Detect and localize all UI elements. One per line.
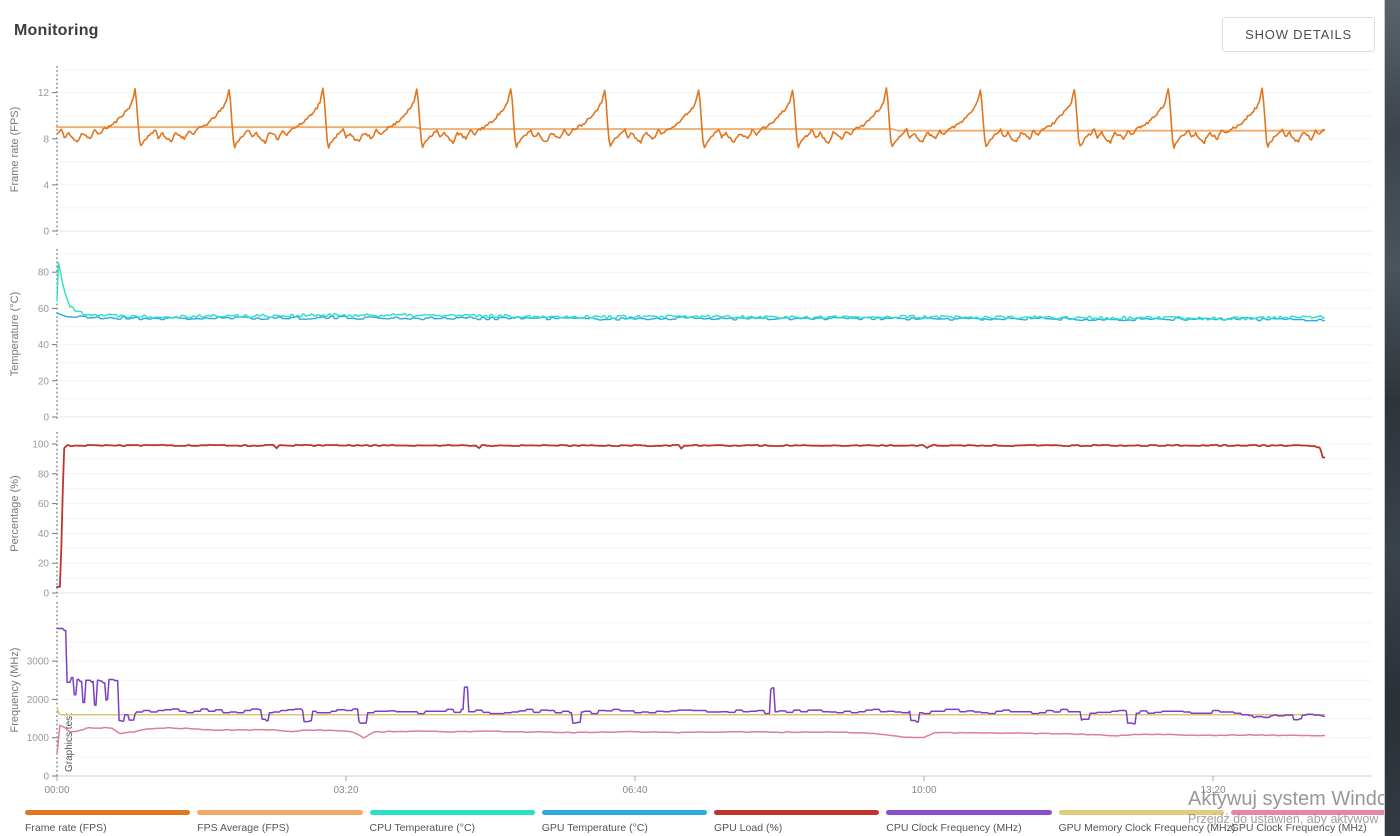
x-tick-label: 03:20 [333,785,358,796]
legend-label: CPU Clock Frequency (MHz) [886,822,1022,834]
series-cpu-temperature-c [56,262,1325,321]
y-tick-label: 60 [38,499,50,510]
y-tick-label: 3000 [27,657,50,668]
x-tick-label: 00:00 [44,785,69,796]
y-tick-label: 2000 [27,695,50,706]
chart-percentage: 0 20 40 60 80 100 Percentage (%) [9,432,1372,600]
desktop-edge-strip [1384,0,1400,836]
legend-item-gpu-memory-clock-frequency-mhz[interactable]: GPU Memory Clock Frequency (MHz) [1058,810,1236,834]
series-gpu-memory-clock-frequency-mhz [56,706,1326,716]
y-tick-label: 0 [43,413,49,424]
x-axis: 00:00 03:20 06:40 10:00 13:20 [44,775,1372,796]
y-tick-label: 40 [38,340,50,351]
chart-legend: Frame rate (FPS) FPS Average (FPS) CPU Tem… [25,810,1396,834]
y-tick-label: 4 [43,180,49,191]
legend-swatch [541,810,707,815]
series-gpu-clock-frequency-mhz [56,724,1326,755]
y-tick-label: 100 [32,440,49,451]
y-tick-label: 0 [43,227,49,238]
monitoring-charts-area[interactable]: 0 4 8 12 Frame rate (FPS) 0 20 40 60 80 Temperatur… [0,0,1385,808]
annotation-graphics-test: Graphics test [64,713,75,772]
legend-item-fps-average-fps[interactable]: FPS Average (FPS) [197,810,363,834]
y-tick-label: 60 [38,304,50,315]
chart-temperature: 0 20 40 60 80 Temperature (°C) [9,249,1372,424]
legend-label: GPU Temperature (°C) [541,822,648,834]
y-tick-label: 8 [43,134,49,145]
series-gpu-load [56,444,1326,588]
x-tick-label: 10:00 [911,785,936,796]
legend-label: GPU Memory Clock Frequency (MHz) [1058,822,1236,834]
y-tick-label: 1000 [27,733,50,744]
legend-item-gpu-clock-frequency-mhz[interactable]: GPU Clock Frequency (MHz) [1230,810,1396,834]
y-tick-label: 40 [38,529,50,540]
show-details-button[interactable]: SHOW DETAILS [1222,17,1375,52]
legend-item-cpu-clock-frequency-mhz[interactable]: CPU Clock Frequency (MHz) [886,810,1052,834]
legend-label: FPS Average (FPS) [197,822,290,834]
series-frame-rate-fps [56,87,1326,149]
y-tick-label: 0 [43,772,49,783]
legend-swatch [1058,810,1224,815]
legend-item-gpu-load[interactable]: GPU Load (%) [714,810,880,834]
y-tick-label: 80 [38,469,50,480]
series-cpu-clock-frequency-mhz [56,627,1326,725]
x-tick-label: 06:40 [622,785,647,796]
legend-swatch [369,810,535,815]
legend-label: GPU Load (%) [714,822,783,834]
legend-item-cpu-temperature-c[interactable]: CPU Temperature (°C) [369,810,535,834]
chart-fps: 0 4 8 12 Frame rate (FPS) [9,66,1372,238]
y-tick-label: 80 [38,268,50,279]
y-tick-label: 20 [38,376,50,387]
legend-label: CPU Temperature (°C) [369,822,476,834]
x-tick-label: 13:20 [1200,785,1225,796]
y-axis-label-temperature: Temperature (°C) [9,292,21,376]
chart-frequency: 0 1000 2000 3000 Frequency (MHz) Graphics tes… [9,602,1372,783]
legend-swatch [197,810,363,815]
y-axis-label-fps: Frame rate (FPS) [9,107,21,193]
y-tick-label: 20 [38,559,50,570]
y-tick-label: 0 [43,589,49,600]
legend-item-frame-rate-fps[interactable]: Frame rate (FPS) [25,810,191,834]
legend-swatch [25,810,191,815]
legend-item-gpu-temperature-c[interactable]: GPU Temperature (°C) [541,810,707,834]
legend-label: Frame rate (FPS) [25,822,107,834]
page-title: Monitoring [14,22,99,39]
y-axis-label-frequency: Frequency (MHz) [9,648,21,733]
y-tick-label: 12 [38,88,50,99]
series-fps-average-fps [56,126,1326,132]
legend-swatch [714,810,880,815]
y-axis-label-percentage: Percentage (%) [9,475,21,551]
legend-swatch [886,810,1052,815]
legend-label: GPU Clock Frequency (MHz) [1230,822,1367,834]
legend-swatch [1230,810,1396,815]
